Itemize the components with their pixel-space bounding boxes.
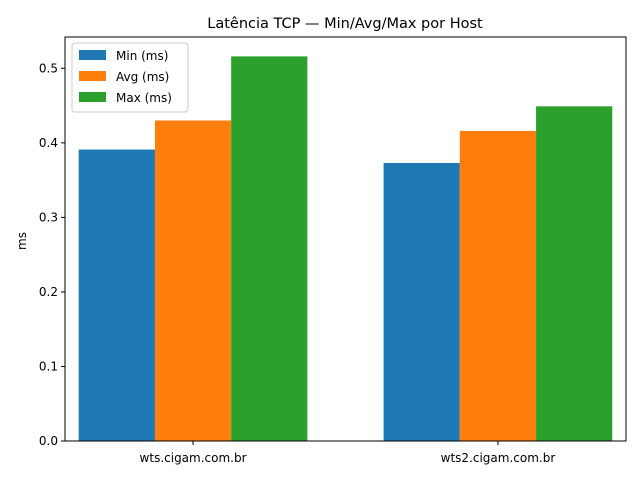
bar-avg-2 — [459, 130, 537, 442]
legend-swatch — [79, 92, 106, 102]
plot-frame — [64, 36, 627, 442]
y-tick-label: 0.1 — [39, 359, 58, 373]
bar-avg-1 — [154, 120, 232, 441]
legend-swatch — [79, 50, 106, 60]
y-tick-label: 0.3 — [39, 210, 58, 224]
bar-min-1 — [78, 149, 155, 442]
y-axis-label: ms — [15, 232, 29, 250]
bar-max-1 — [231, 56, 308, 441]
y-tick-label: 0.0 — [39, 434, 58, 448]
x-tick-label: wts.cigam.com.br — [140, 451, 247, 465]
legend: Min (ms) Avg (ms) Max (ms) — [71, 42, 189, 113]
x-tick-label: wts2.cigam.com.br — [441, 451, 556, 465]
y-tick-label: 0.2 — [39, 285, 58, 299]
legend-label: Max (ms) — [116, 91, 172, 105]
legend-label: Avg (ms) — [116, 70, 169, 84]
legend-swatch — [79, 71, 106, 81]
axes-group: 0.0 0.1 0.2 0.3 0.4 0.5 wts.cigam.com.br wts2.c… — [39, 36, 627, 465]
y-tick-label: 0.4 — [39, 136, 58, 150]
bar-min-2 — [383, 162, 460, 441]
y-tick-label: 0.5 — [39, 61, 58, 75]
chart-title: Latência TCP — Min/Avg/Max por Host — [207, 16, 483, 32]
legend-label: Min (ms) — [116, 49, 168, 63]
bar-max-2 — [536, 106, 613, 441]
bars-group — [78, 56, 613, 442]
